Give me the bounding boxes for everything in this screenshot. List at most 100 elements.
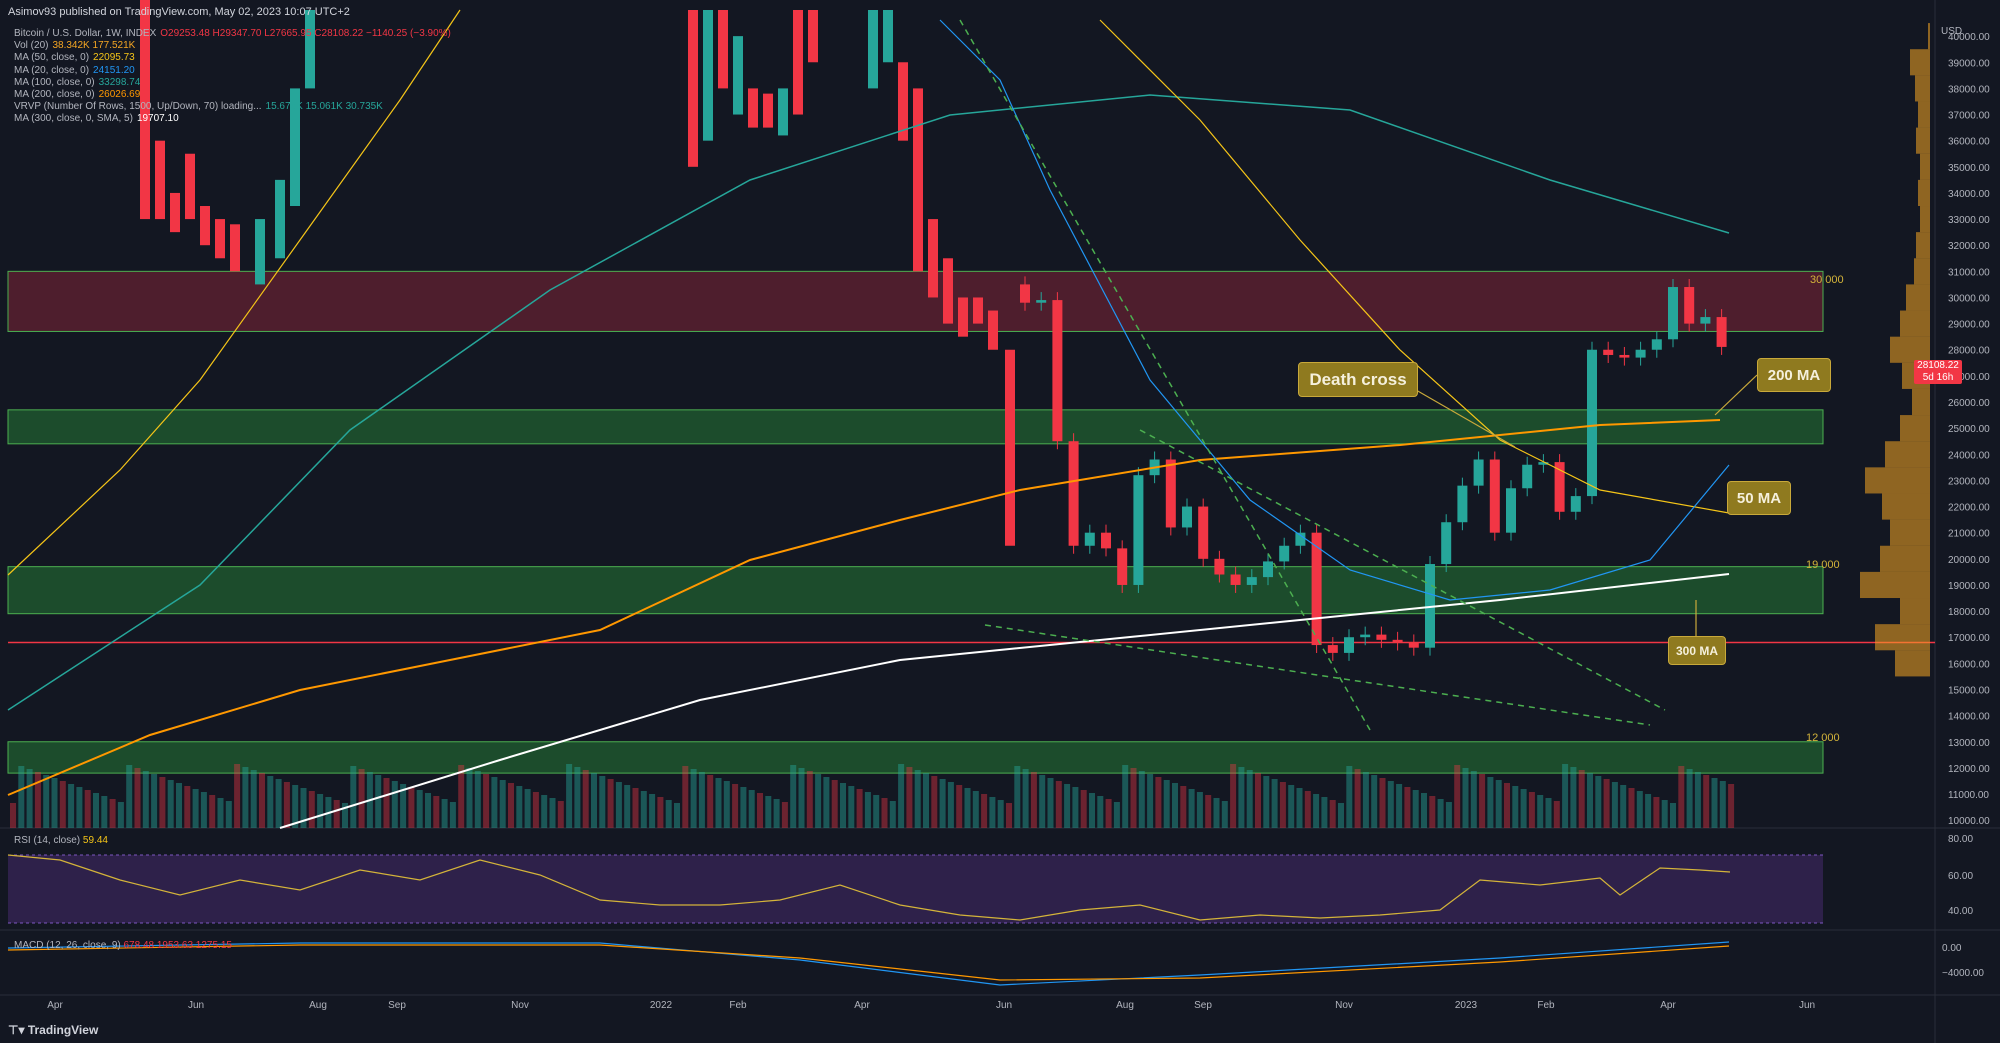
volume-bar bbox=[649, 794, 656, 828]
volume-profile-bar bbox=[1895, 650, 1930, 677]
volume-profile-bar bbox=[1918, 101, 1930, 128]
candle bbox=[1554, 462, 1565, 512]
volume-bar bbox=[1512, 786, 1519, 828]
candle bbox=[1327, 645, 1338, 653]
volume-bar bbox=[1553, 801, 1560, 828]
volume-profile-bar bbox=[1900, 598, 1930, 625]
candle bbox=[748, 88, 758, 128]
candle bbox=[1473, 459, 1484, 486]
volume-bar bbox=[1163, 780, 1170, 828]
volume-bar bbox=[1479, 774, 1486, 828]
candle bbox=[1101, 532, 1111, 549]
price-tick: 28000.00 bbox=[1948, 346, 1990, 357]
volume-bar bbox=[275, 779, 282, 828]
last-price-tag: 28108.22 5d 16h bbox=[1914, 360, 1962, 384]
price-tick: 21000.00 bbox=[1948, 529, 1990, 540]
price-tick: 18000.00 bbox=[1948, 607, 1990, 618]
volume-bar bbox=[1645, 794, 1652, 828]
trendline bbox=[984, 624, 1651, 726]
volume-bar bbox=[1313, 794, 1320, 828]
candle bbox=[1684, 287, 1695, 324]
zone-resistance bbox=[7, 270, 1824, 332]
candle bbox=[1635, 349, 1646, 358]
candle bbox=[1182, 506, 1192, 528]
volume-bar bbox=[848, 786, 855, 828]
candle bbox=[185, 153, 195, 220]
volume-bar bbox=[1371, 775, 1378, 828]
candle bbox=[1360, 634, 1371, 638]
volume-bar bbox=[840, 783, 846, 828]
volume-bar bbox=[1404, 787, 1411, 828]
candle bbox=[200, 206, 210, 246]
time-label: Jun bbox=[996, 1000, 1012, 1011]
volume-profile-bar bbox=[1890, 519, 1930, 546]
volume-bar bbox=[1396, 784, 1403, 828]
zone-label: 19 000 bbox=[1806, 559, 1840, 571]
volume-bar bbox=[1155, 777, 1162, 828]
price-tick: 22000.00 bbox=[1948, 503, 1990, 514]
volume-bar bbox=[508, 783, 514, 828]
price-tick: 29000.00 bbox=[1948, 320, 1990, 331]
volume-bar bbox=[1694, 772, 1701, 828]
volume-bar bbox=[690, 769, 697, 828]
volume-bar bbox=[1039, 775, 1046, 828]
time-label: 2022 bbox=[650, 1000, 673, 1011]
volume-bar bbox=[1147, 774, 1154, 828]
volume-bar bbox=[956, 785, 963, 828]
candle bbox=[1506, 488, 1516, 533]
time-label: Sep bbox=[1194, 1000, 1212, 1011]
volume-bar bbox=[317, 794, 324, 828]
volume-bar bbox=[1213, 798, 1220, 828]
volume-bar bbox=[192, 789, 199, 828]
price-tick: 33000.00 bbox=[1948, 215, 1990, 226]
volume-bar bbox=[1006, 803, 1012, 828]
candle bbox=[898, 62, 908, 141]
ma200-line bbox=[7, 419, 1721, 796]
volume-bar bbox=[1528, 792, 1535, 828]
candle bbox=[1052, 300, 1063, 442]
price-tick: 13000.00 bbox=[1948, 738, 1990, 749]
volume-bar bbox=[1263, 776, 1270, 828]
volume-profile-bar bbox=[1918, 179, 1930, 207]
volume-bar bbox=[757, 793, 763, 828]
price-tick: 32000.00 bbox=[1948, 241, 1990, 252]
volume-bar bbox=[1379, 778, 1386, 828]
volume-bar bbox=[68, 784, 75, 828]
volume-bar bbox=[234, 764, 241, 828]
volume-bar bbox=[674, 803, 680, 828]
candle bbox=[988, 310, 998, 350]
volume-bar bbox=[873, 795, 880, 828]
legend-row: Vol (20) 38.342K 177.521K bbox=[14, 40, 136, 52]
volume-bar bbox=[582, 770, 589, 828]
volume-bar bbox=[1180, 786, 1187, 828]
volume-bar bbox=[1288, 785, 1295, 828]
volume-bar bbox=[1130, 768, 1137, 828]
volume-bar bbox=[1105, 799, 1112, 828]
price-tick: 26000.00 bbox=[1948, 398, 1990, 409]
volume-bar bbox=[51, 778, 58, 828]
volume-bar bbox=[242, 767, 249, 828]
volume-bar bbox=[640, 791, 647, 828]
ma50-line bbox=[7, 9, 461, 576]
candle bbox=[1005, 349, 1015, 546]
time-label: Feb bbox=[729, 1000, 747, 1011]
volume-bar bbox=[109, 799, 116, 828]
volume-profile-bar bbox=[1900, 415, 1930, 442]
macd-tick: 0.00 bbox=[1942, 943, 1962, 954]
volume-bar bbox=[1570, 767, 1577, 828]
volume-bar bbox=[209, 795, 216, 828]
candle bbox=[290, 88, 300, 207]
callout-pointer bbox=[1714, 374, 1758, 416]
candle bbox=[733, 36, 743, 115]
volume-bar bbox=[76, 787, 83, 828]
volume-bar bbox=[1429, 796, 1436, 828]
candle bbox=[1668, 287, 1678, 340]
volume-bar bbox=[142, 771, 149, 828]
volume-bar bbox=[989, 797, 996, 828]
volume-bar bbox=[425, 793, 431, 828]
macd-line bbox=[7, 941, 1730, 986]
candle bbox=[913, 88, 923, 272]
candle bbox=[1230, 574, 1241, 585]
volume-bar bbox=[93, 793, 99, 828]
